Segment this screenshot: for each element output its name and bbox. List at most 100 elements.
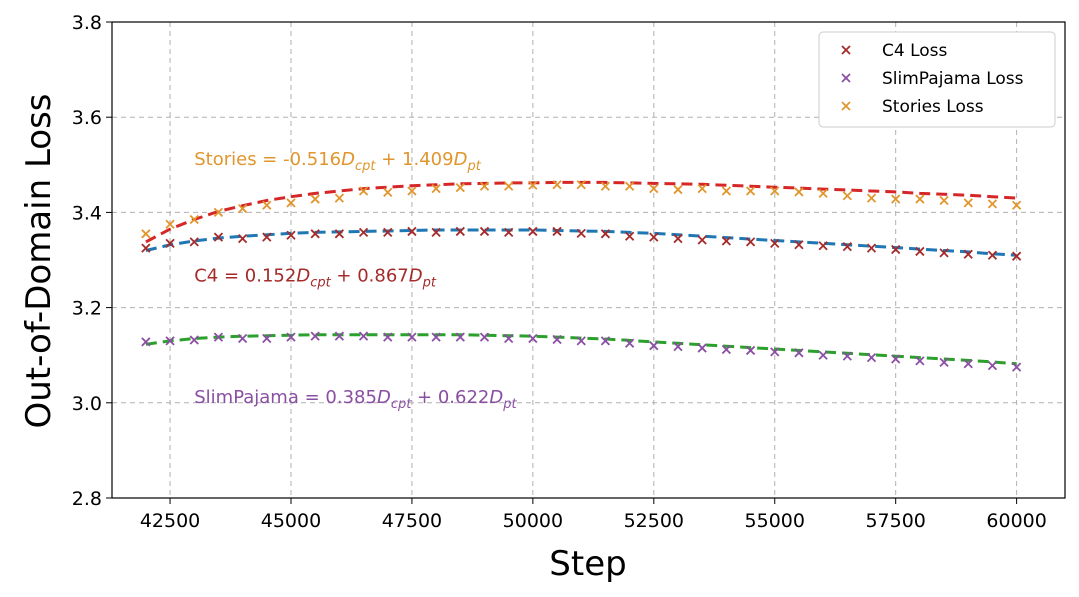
stories-loss-point	[939, 195, 949, 206]
fit-lines	[145, 180, 1017, 366]
slimpajama-equation: SlimPajama = 0.385Dcpt + 0.622Dpt	[194, 387, 517, 412]
c4-loss-point	[842, 242, 852, 252]
c4-loss-legend-marker	[841, 45, 851, 55]
stories-loss-point	[552, 180, 562, 190]
c4-loss-point	[407, 226, 417, 237]
slimpajama-loss-point	[866, 352, 877, 363]
stories-loss-point	[866, 193, 877, 203]
stories-loss-point	[697, 183, 707, 194]
stories-loss-point	[334, 193, 345, 203]
data-points	[141, 180, 1022, 372]
y-tick-label: 2.8	[72, 488, 102, 510]
c4-loss-point	[262, 232, 272, 242]
c4-loss-point	[455, 226, 465, 237]
slimpajama-loss-point	[963, 359, 973, 369]
y-tick-label: 3.6	[72, 107, 102, 129]
stories-loss-point	[431, 183, 441, 194]
c4-loss-point	[600, 229, 611, 239]
slimpajama-loss-point	[237, 333, 248, 344]
slimpajama-fit-line	[145, 333, 1017, 366]
c4-loss-point	[552, 226, 562, 237]
c4-loss-point	[697, 235, 707, 245]
slimpajama-loss-point	[358, 331, 369, 341]
x-tick-label: 45000	[261, 510, 321, 532]
stories-loss-point	[600, 181, 611, 191]
stories-loss-point	[455, 183, 465, 193]
slimpajama-loss-point	[334, 331, 345, 341]
legend-box	[818, 31, 1056, 128]
c4-loss-point	[165, 238, 175, 248]
axis-ticks: 42500 45000 47500 50000 52500 55000 57500 60000…	[72, 12, 1047, 532]
stories-loss-point	[891, 194, 901, 204]
slimpajama-loss-point	[915, 356, 925, 366]
slimpajama-loss-point	[939, 357, 949, 367]
stories-loss-point	[189, 214, 199, 225]
stories-loss-point	[842, 191, 852, 201]
c4-loss-point	[334, 229, 345, 239]
x-tick-label: 42500	[140, 510, 200, 532]
c4-loss-point	[891, 244, 901, 255]
slimpajama-loss-point	[624, 338, 635, 348]
slimpajama-loss-point	[649, 341, 659, 351]
y-tick-label: 3.4	[72, 202, 102, 224]
slimpajama-loss-point	[987, 361, 998, 371]
stories-loss-point	[383, 187, 393, 198]
x-tick-label: 47500	[382, 510, 442, 532]
c4-loss-point	[915, 246, 925, 257]
c4-loss-point	[141, 243, 151, 253]
c4-loss-point	[987, 250, 998, 260]
c4-loss-point	[189, 237, 199, 247]
stories-loss-point	[770, 186, 780, 196]
y-tick-label: 3.2	[72, 298, 102, 320]
stories-loss-point	[286, 198, 296, 208]
c4-loss-point	[504, 227, 514, 238]
legend: C4 Loss SlimPajama Loss Stories Loss	[818, 31, 1056, 128]
slimpajama-loss-point	[504, 333, 514, 344]
slimpajama-loss-point	[455, 332, 465, 342]
stories-loss-point	[818, 188, 828, 198]
slimpajama-loss-point	[721, 344, 732, 355]
c4-loss-point	[431, 227, 441, 238]
slimpajama-loss-point	[576, 336, 586, 346]
stories-loss-point	[528, 180, 538, 190]
stories-loss-legend-label: Stories Loss	[882, 97, 984, 117]
stories-loss-point	[237, 203, 248, 214]
stories-fit-line	[145, 180, 1017, 244]
plot-frame	[111, 21, 1066, 499]
c4-loss-point	[576, 228, 586, 238]
stories-loss-point	[624, 181, 635, 191]
stories-loss-point	[165, 219, 175, 229]
c4-loss-point	[673, 233, 683, 244]
slimpajama-loss-point	[745, 345, 756, 356]
slimpajama-loss-point	[552, 334, 562, 345]
c4-loss-point	[286, 230, 296, 240]
c4-loss-point	[624, 231, 635, 241]
c4-loss-point	[745, 237, 756, 247]
c4-fit-line	[145, 228, 1017, 257]
slimpajama-loss-point	[697, 343, 707, 353]
stories-loss-point	[213, 207, 224, 218]
c4-loss-point	[939, 248, 949, 258]
c4-loss-point	[1011, 251, 1022, 261]
slimpajama-loss-point	[818, 350, 828, 360]
c4-loss-point	[963, 249, 973, 259]
c4-loss-point	[479, 226, 490, 237]
slimpajama-loss-point	[431, 332, 441, 342]
stories-loss-point	[987, 199, 998, 209]
slimpajama-loss-point	[1011, 362, 1022, 372]
c4-loss-legend-label: C4 Loss	[882, 41, 948, 61]
stories-loss-point	[1011, 200, 1022, 210]
stories-loss-point	[576, 180, 586, 190]
c4-loss-point	[237, 233, 248, 244]
slimpajama-loss-point	[673, 341, 683, 352]
x-axis-label: Step	[549, 544, 626, 584]
slimpajama-loss-point	[794, 348, 804, 358]
stories-loss-point	[479, 181, 490, 191]
slimpajama-loss-point	[286, 332, 296, 342]
slimpajama-loss-point	[310, 331, 320, 341]
slimpajama-loss-point	[189, 335, 199, 345]
stories-loss-point	[915, 194, 925, 204]
stories-loss-point	[358, 186, 369, 196]
slimpajama-loss-legend-marker	[841, 73, 851, 83]
